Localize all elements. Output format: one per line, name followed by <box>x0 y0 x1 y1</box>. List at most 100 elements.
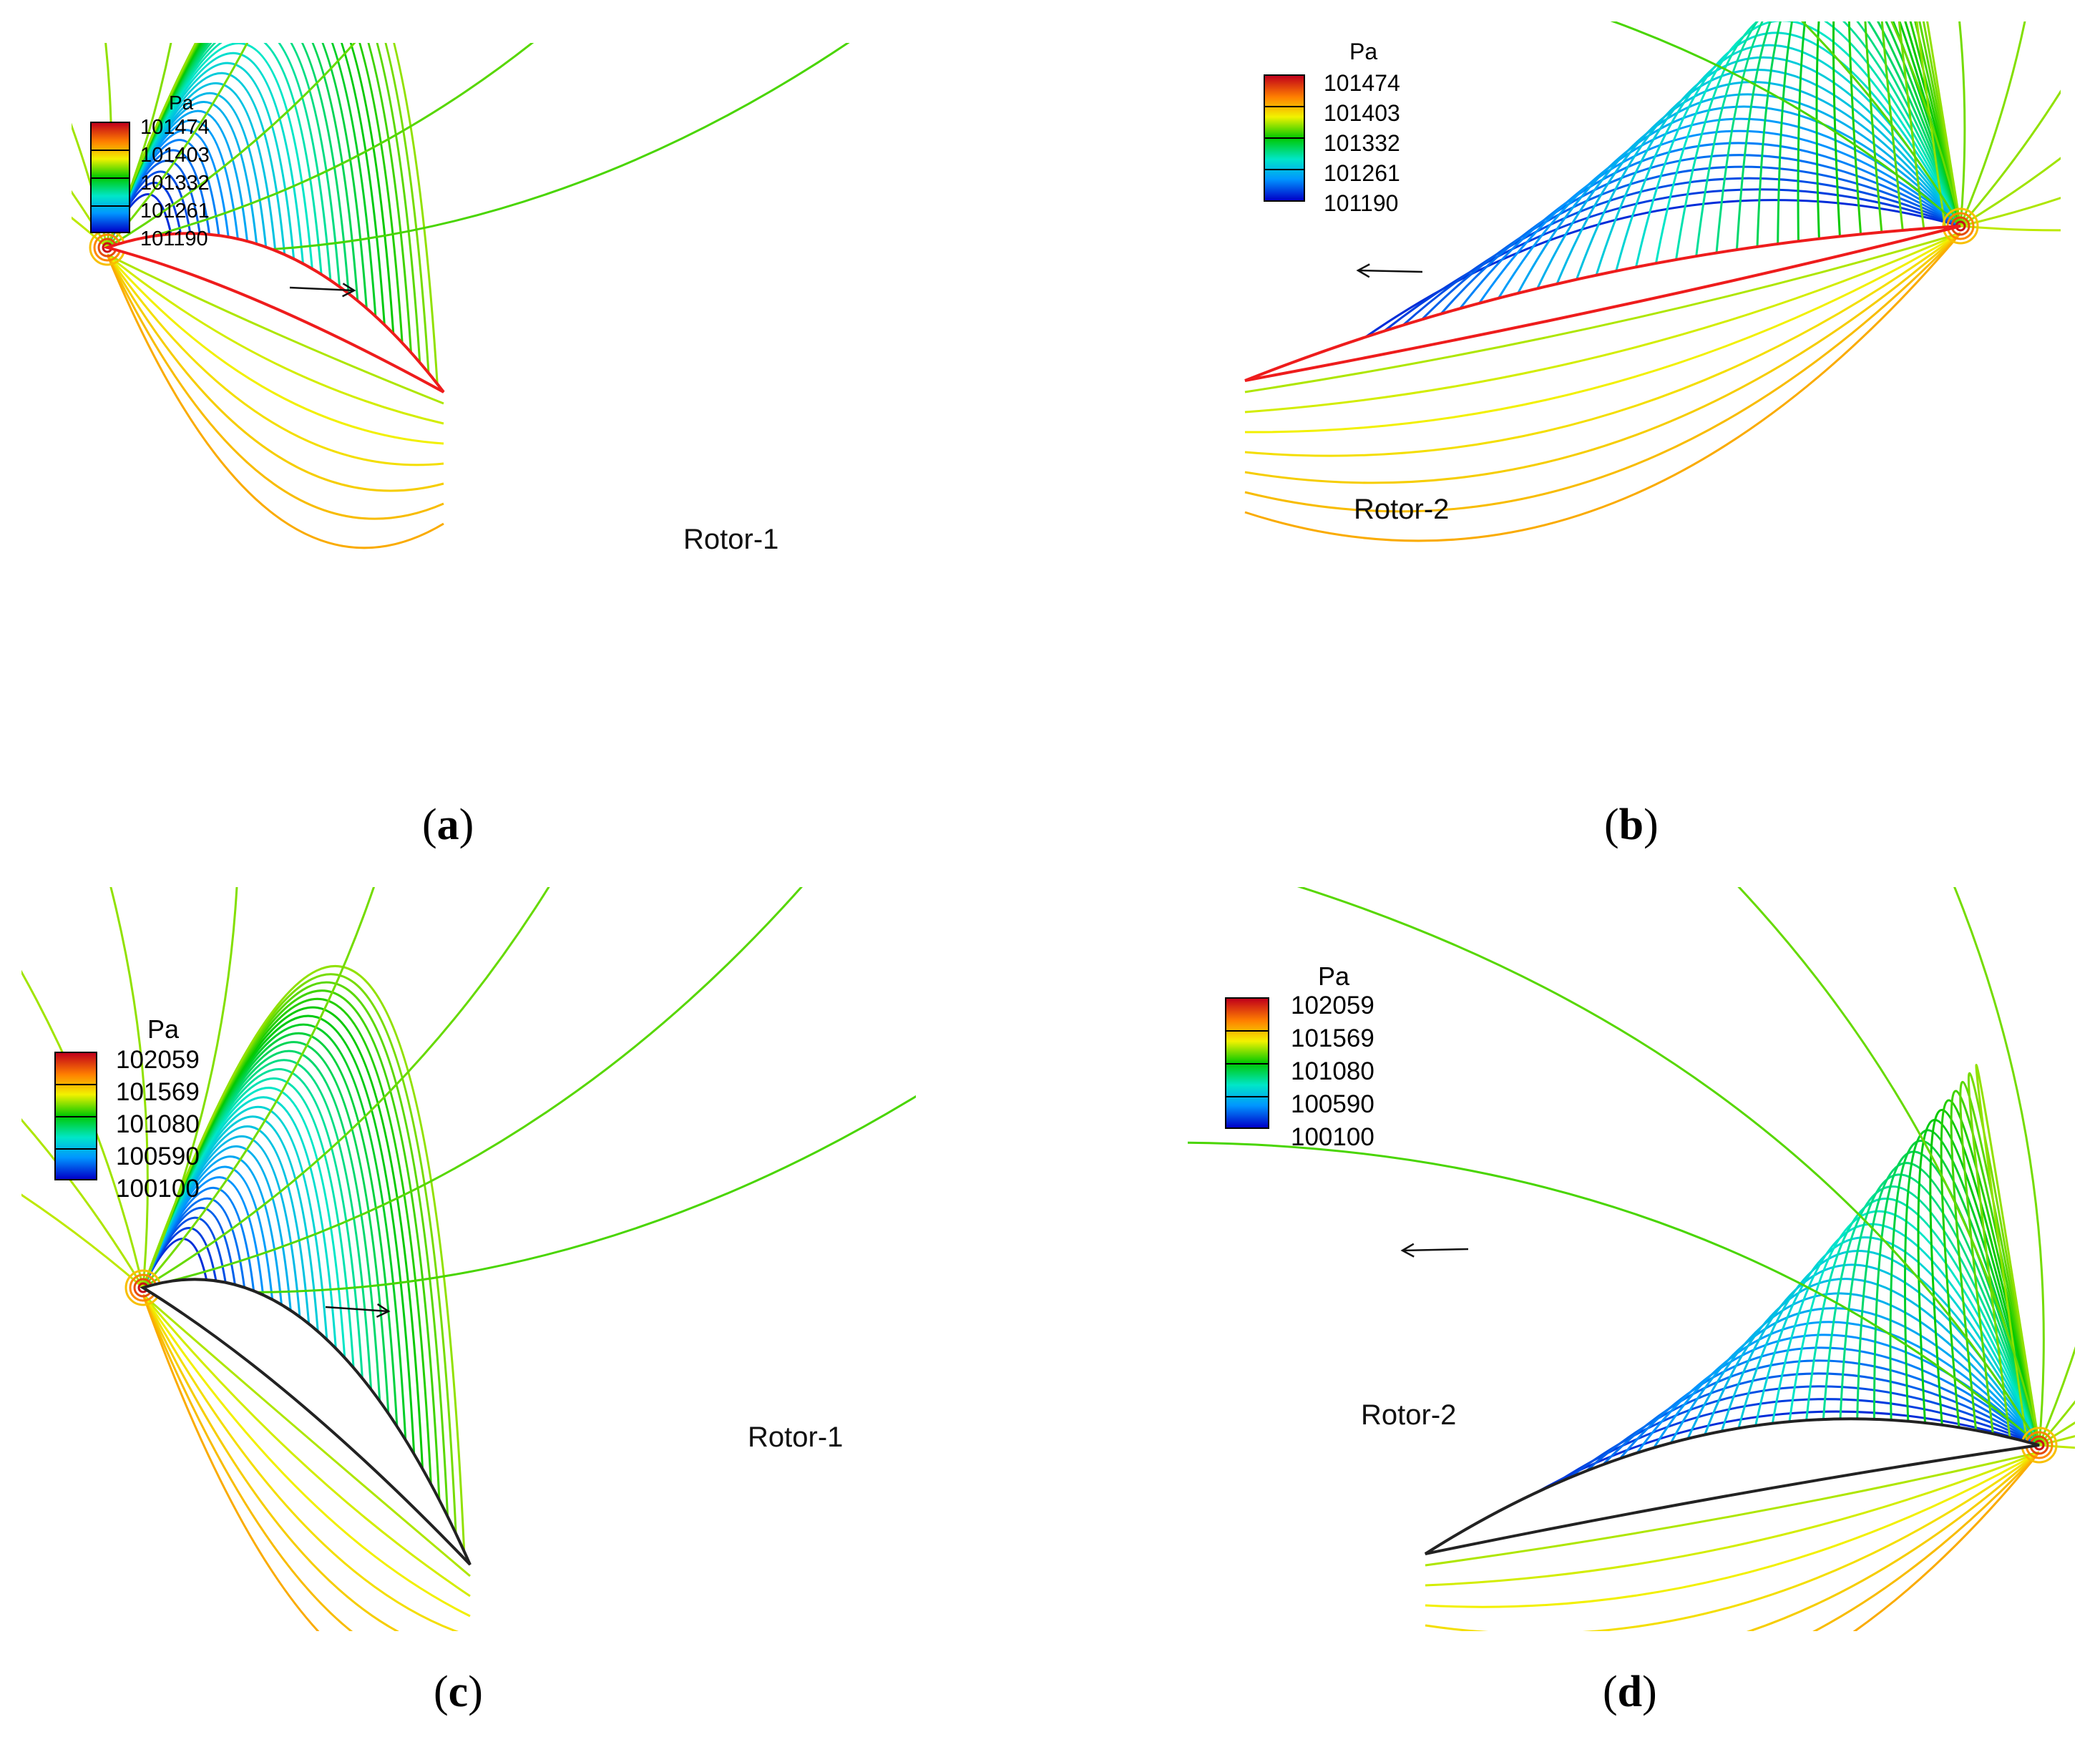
contour-plot-b <box>1244 21 2061 542</box>
isobar-line <box>1425 1451 2040 1587</box>
isobar-line <box>1903 1129 2041 1446</box>
isobar-line <box>1847 21 1962 235</box>
isobar-line <box>1440 154 1961 315</box>
isobar-line <box>1832 21 1962 237</box>
label-arrow <box>325 1303 391 1318</box>
legend-value-4: 101261 <box>140 200 210 222</box>
isobar-line <box>1746 1451 2041 1631</box>
isobar-line <box>1704 1278 2041 1446</box>
legend-colorbar <box>54 1052 97 1180</box>
isobar-line <box>1535 1410 2040 1494</box>
contour-plot-c <box>21 887 916 1631</box>
isobar-line <box>142 887 803 1289</box>
rotor-label: Rotor-2 <box>1354 494 1450 525</box>
isobar-line <box>1959 1080 2041 1446</box>
isobar-line <box>1788 1210 2041 1446</box>
isobar-line <box>1536 93 1962 289</box>
legend-colorbar <box>1225 997 1269 1129</box>
legend-value-1: 101474 <box>1324 70 1400 96</box>
isobar-line <box>1478 129 1961 304</box>
isobar-line <box>106 43 172 248</box>
isobar-line <box>104 43 113 248</box>
contour-lines <box>1188 887 2075 1631</box>
isobar-line <box>2038 1444 2075 1449</box>
isobar-line <box>1822 1185 2041 1446</box>
isobar-line <box>142 1294 471 1597</box>
isobar-line <box>1950 1090 2041 1446</box>
isobar-line <box>1402 177 1961 326</box>
isobar-line <box>107 43 850 253</box>
isobar-line <box>1576 69 1962 280</box>
isobar-line <box>142 1294 459 1631</box>
isobar-line <box>142 965 466 1552</box>
isobar-line <box>1686 1292 2041 1446</box>
isobar-line <box>1777 21 1962 244</box>
isobar-line <box>1610 21 1961 227</box>
isobar-line <box>1815 21 1962 239</box>
isobar-line <box>142 887 375 1288</box>
isobar-line <box>1244 233 1962 542</box>
contour-panel-c: Pa 102059 101569 101080 100590 100100 Ro… <box>21 887 916 1631</box>
isobar-line <box>1852 1452 2041 1631</box>
legend-value-5: 100100 <box>116 1175 200 1203</box>
isobar-line <box>142 1095 916 1293</box>
isobar-line <box>1959 89 2061 227</box>
isobar-line <box>1960 225 2061 232</box>
isobar-line <box>106 254 444 520</box>
isobar-line <box>1635 31 1962 268</box>
isobar-line <box>1737 887 2041 1446</box>
isobar-line <box>142 887 550 1289</box>
isobar-line <box>1889 1140 2041 1446</box>
panel-caption-a: (a) <box>422 801 474 849</box>
isobar-line <box>1244 232 1961 457</box>
isobar-line <box>1296 887 2041 1446</box>
legend-value-4: 101261 <box>1324 160 1400 186</box>
isobar-line <box>142 1294 320 1631</box>
legend-value-2: 101403 <box>1324 100 1400 126</box>
legend-unit-label: Pa <box>147 1014 180 1044</box>
isobar-line <box>1967 1072 2041 1446</box>
legend-value-5: 101190 <box>140 227 208 250</box>
legend-unit-label: Pa <box>1349 39 1378 64</box>
isobar-line <box>1958 21 1966 227</box>
panel-caption-b: (b) <box>1604 801 1659 849</box>
isobar-line <box>1425 1451 2040 1631</box>
isobar-line <box>1800 21 1962 227</box>
rotor-label: Rotor-1 <box>748 1422 844 1453</box>
legend-value-3: 101080 <box>116 1110 200 1138</box>
isobar-line <box>1756 21 1962 247</box>
isobar-line <box>107 253 444 425</box>
isobar-line <box>1244 232 1961 414</box>
rotor-label: Rotor-1 <box>683 524 779 555</box>
isobar-line <box>1244 232 1961 434</box>
legend-colorbar <box>1264 74 1305 202</box>
legend-value-5: 101190 <box>1324 190 1399 216</box>
isobar-line <box>107 43 356 249</box>
isobar-line <box>106 43 249 248</box>
isobar-line <box>1244 232 1961 484</box>
legend-value-3: 101080 <box>1291 1057 1374 1085</box>
isobar-line <box>1953 887 2045 1446</box>
isobar-line <box>1880 21 1962 231</box>
isobar-line <box>109 887 149 1288</box>
contour-panel-d: Pa 102059 101569 101080 100590 100100 Ro… <box>1188 887 2075 1631</box>
isobar-line <box>21 1193 144 1289</box>
legend-value-2: 101569 <box>1291 1024 1374 1052</box>
isobar-line <box>1636 1334 2041 1454</box>
label-arrow <box>289 283 356 298</box>
isobar-line <box>142 1294 471 1618</box>
legend-value-5: 100100 <box>1291 1123 1374 1151</box>
isobar-line <box>1864 21 1962 233</box>
isobar-line <box>1715 21 1962 253</box>
isobar-line <box>1602 1359 2040 1466</box>
legend-value-2: 101569 <box>116 1078 200 1106</box>
airfoil-outline <box>140 1278 472 1566</box>
rotor-label: Rotor-2 <box>1361 1399 1457 1431</box>
isobar-line <box>1675 21 1962 260</box>
legend-value-3: 101332 <box>140 172 210 195</box>
legend-unit-label: Pa <box>169 92 194 114</box>
legend-value-1: 102059 <box>1291 992 1374 1019</box>
isobar-line <box>1517 105 1962 294</box>
isobar-line <box>1812 1451 2041 1631</box>
